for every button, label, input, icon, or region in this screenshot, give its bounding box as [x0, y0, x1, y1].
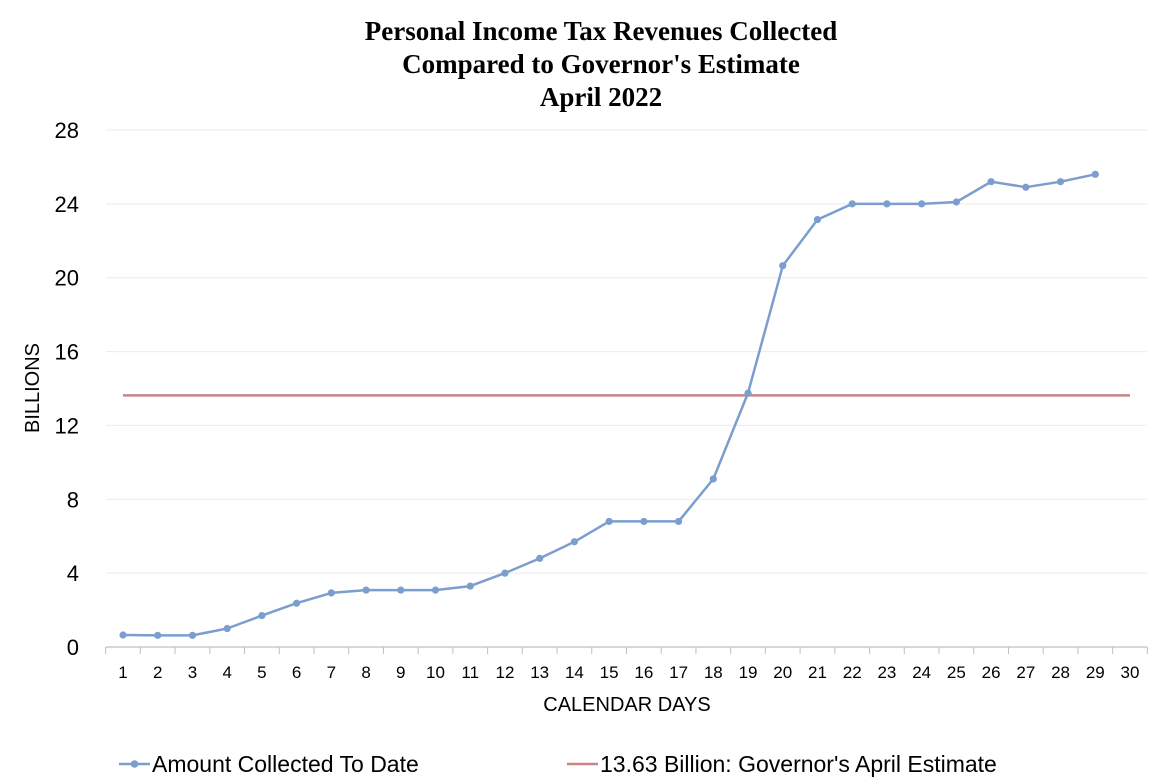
x-tick-labels: 1 2 3 4 5 6 7 8 9 10 11 12 13 14 15 16 17 18 19 20 21 22 23 24 2…	[118, 663, 1139, 682]
amount-collected-point-day-10	[431, 586, 440, 594]
x-tick-label-14: 14	[565, 663, 584, 682]
x-tick-label-11: 11	[461, 663, 479, 682]
x-tick-label-23: 23	[877, 663, 896, 682]
chart-title-line-3: April 2022	[540, 82, 662, 112]
x-tick-label-21: 21	[808, 663, 827, 682]
amount-collected-point-day-1	[119, 631, 127, 639]
y-tick-label-12: 12	[55, 413, 79, 438]
amount-collected-point-day-16	[640, 517, 648, 526]
x-tick-label-18: 18	[704, 663, 723, 682]
x-tick-label-2: 2	[153, 663, 162, 682]
y-tick-label-20: 20	[55, 266, 79, 291]
axes	[105, 646, 1148, 654]
x-tick-label-12: 12	[496, 663, 515, 682]
amount-collected-point-day-26	[987, 178, 995, 186]
x-tick-label-20: 20	[773, 663, 792, 682]
amount-collected-point-day-20	[779, 262, 787, 270]
amount-collected-point-day-29	[1091, 170, 1099, 178]
amount-collected-point-day-24	[918, 200, 926, 208]
chart-title: Personal Income Tax Revenues Collected C…	[365, 16, 837, 112]
y-tick-label-4: 4	[67, 561, 79, 586]
x-tick-label-27: 27	[1016, 663, 1035, 682]
y-tick-label-8: 8	[67, 487, 79, 512]
amount-collected-point-day-3	[188, 631, 197, 639]
x-tick-label-15: 15	[600, 663, 619, 682]
x-tick-label-5: 5	[257, 663, 266, 682]
x-tick-label-3: 3	[188, 663, 197, 682]
amount-collected-point-day-22	[848, 200, 856, 208]
legend: Amount Collected To Date 13.63 Billion: …	[119, 751, 997, 777]
x-tick-label-28: 28	[1051, 663, 1070, 682]
amount-collected-point-day-9	[397, 586, 405, 594]
gridlines	[106, 129, 1147, 574]
x-axis-label: CALENDAR DAYS	[543, 694, 710, 716]
x-tick-label-9: 9	[396, 663, 405, 682]
x-tick-label-25: 25	[947, 663, 966, 682]
y-tick-label-28: 28	[55, 118, 79, 143]
legend-marker-amount-collected	[130, 760, 139, 768]
amount-collected-point-day-11	[466, 582, 474, 590]
amount-collected-point-day-19	[744, 389, 752, 397]
amount-collected-point-day-12	[501, 569, 509, 577]
x-tick-label-10: 10	[426, 663, 445, 682]
amount-collected-point-day-18	[709, 475, 717, 483]
amount-collected-point-day-2	[154, 631, 162, 639]
amount-collected-point-day-21	[813, 215, 822, 224]
y-tick-label-16: 16	[55, 340, 79, 365]
x-tick-label-30: 30	[1121, 663, 1140, 682]
amount-collected-point-day-25	[952, 198, 960, 206]
amount-collected-point-day-7	[327, 589, 335, 597]
x-tick-label-4: 4	[222, 663, 231, 682]
x-tick-label-22: 22	[843, 663, 862, 682]
amount-collected-point-day-6	[293, 599, 301, 607]
x-tick-label-24: 24	[912, 663, 931, 682]
amount-collected-point-day-28	[1056, 178, 1065, 186]
chart-title-line-1: Personal Income Tax Revenues Collected	[365, 16, 837, 46]
y-axis-label: BILLIONS	[22, 343, 44, 433]
amount-collected-line	[122, 173, 1096, 637]
amount-collected-point-day-14	[570, 538, 579, 546]
amount-collected-point-day-4	[223, 624, 231, 633]
data-series	[119, 170, 1130, 639]
x-tick-label-19: 19	[739, 663, 758, 682]
amount-collected-point-day-8	[362, 586, 370, 594]
y-tick-label-24: 24	[55, 192, 79, 217]
x-tick-label-13: 13	[530, 663, 549, 682]
x-tick-label-29: 29	[1086, 663, 1105, 682]
amount-collected-point-day-15	[605, 517, 613, 526]
x-tick-label-26: 26	[982, 663, 1001, 682]
legend-label-governor-estimate: 13.63 Billion: Governor's April Estimate	[600, 751, 997, 777]
x-tick-label-1: 1	[118, 663, 127, 682]
legend-item-amount-collected: Amount Collected To Date	[119, 751, 419, 777]
x-tick-label-16: 16	[634, 663, 653, 682]
x-tick-label-6: 6	[292, 663, 301, 682]
amount-collected-point-day-23	[883, 200, 891, 208]
legend-item-governor-estimate: 13.63 Billion: Governor's April Estimate	[567, 751, 997, 777]
x-tick-label-7: 7	[327, 663, 336, 682]
amount-collected-point-day-5	[258, 612, 266, 620]
amount-collected-point-day-27	[1022, 183, 1030, 191]
legend-label-amount-collected: Amount Collected To Date	[152, 751, 419, 777]
y-tick-labels: 0 4 8 12 16 20 24 28	[55, 118, 79, 660]
amount-collected-point-day-13	[536, 554, 544, 562]
chart-title-line-2: Compared to Governor's Estimate	[402, 49, 800, 79]
y-tick-label-0: 0	[67, 635, 79, 660]
amount-collected-point-day-17	[674, 517, 683, 526]
x-tick-label-8: 8	[361, 663, 370, 682]
x-tick-label-17: 17	[669, 663, 688, 682]
